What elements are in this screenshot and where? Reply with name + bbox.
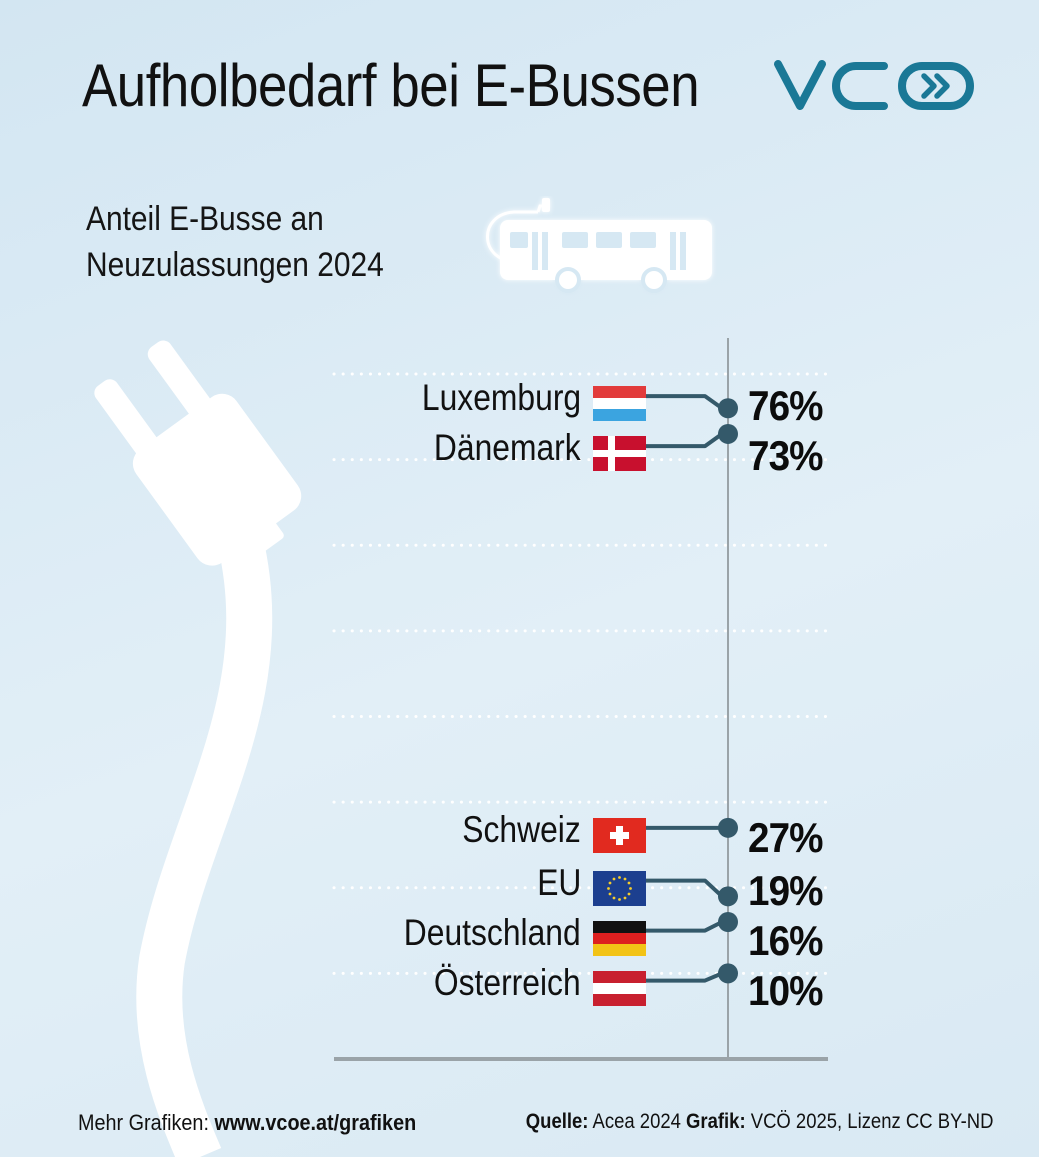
data-point-denmark xyxy=(718,423,738,444)
category-label-luxembourg: Luxemburg xyxy=(421,377,581,419)
footer-link[interactable]: www.vcoe.at/grafiken xyxy=(214,1110,417,1135)
data-point-germany xyxy=(718,912,738,932)
category-label-eu: EU xyxy=(536,861,581,903)
connector-eu xyxy=(646,878,728,899)
data-point-austria xyxy=(718,963,738,984)
page-title: Aufholbedarf bei E-Bussen xyxy=(82,52,700,119)
category-label-austria: Österreich xyxy=(434,961,581,1003)
subtitle-line-1: Anteil E-Busse an xyxy=(86,200,324,238)
connector-germany xyxy=(646,920,728,933)
value-label-austria: 10% xyxy=(748,966,823,1014)
data-point-eu xyxy=(718,886,738,907)
value-label-denmark: 73% xyxy=(748,432,823,480)
value-label-eu: 19% xyxy=(748,866,823,914)
category-label-denmark: Dänemark xyxy=(434,427,581,469)
source-value: Acea 2024 xyxy=(587,1110,686,1133)
data-point-luxembourg xyxy=(718,398,738,419)
footer-source: Quelle: Acea 2024 Grafik: VCÖ 2025, Lize… xyxy=(525,1110,993,1134)
subtitle-line-2: Neuzulassungen 2024 xyxy=(86,246,384,284)
value-label-switzerland: 27% xyxy=(748,813,823,861)
flag-eu-icon xyxy=(593,870,646,906)
footer-more-graphics: Mehr Grafiken: www.vcoe.at/grafiken xyxy=(78,1110,416,1136)
connector-denmark xyxy=(646,431,728,449)
electric-bus-icon xyxy=(486,198,712,293)
connector-luxembourg xyxy=(646,394,728,411)
source-label: Quelle: xyxy=(525,1110,588,1133)
data-point-switzerland xyxy=(718,817,738,838)
value-label-germany: 16% xyxy=(748,916,823,964)
flag-germany-icon xyxy=(593,920,646,956)
flag-switzerland-icon xyxy=(593,817,646,853)
category-label-germany: Deutschland xyxy=(404,911,581,953)
graphic-value: VCÖ 2025, Lizenz CC BY-ND xyxy=(745,1110,993,1133)
flag-luxembourg-icon xyxy=(593,386,646,422)
connector-austria xyxy=(646,971,728,983)
chart-subtitle: Anteil E-Busse an Neuzulassungen 2024 xyxy=(86,196,384,288)
flag-austria-icon xyxy=(593,970,646,1006)
category-label-switzerland: Schweiz xyxy=(462,808,581,850)
footer-more-label: Mehr Grafiken: xyxy=(78,1110,215,1135)
value-label-luxembourg: 76% xyxy=(748,382,823,430)
flag-denmark-icon xyxy=(593,436,646,472)
vcoe-logo xyxy=(774,60,974,110)
graphic-label: Grafik: xyxy=(685,1110,746,1133)
